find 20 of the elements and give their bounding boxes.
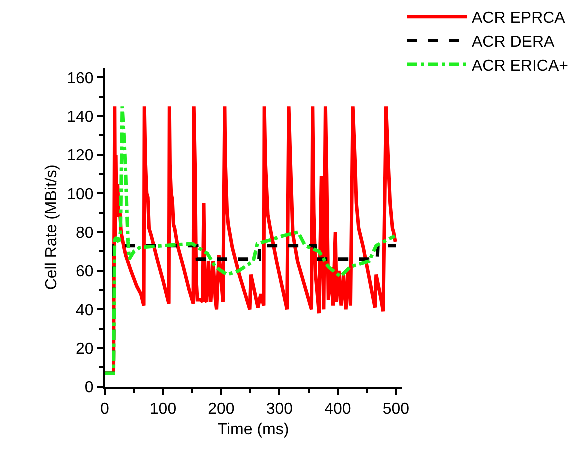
y-tick-label: 160: [67, 70, 94, 88]
y-tick-label: 80: [76, 224, 94, 242]
x-tick-label: 500: [382, 401, 410, 418]
legend-label: ACR ERICA+: [472, 58, 568, 75]
legend-label: ACR EPRCA: [472, 10, 566, 28]
y-tick-label: 0: [84, 380, 94, 397]
y-tick-label: 60: [76, 264, 94, 281]
x-tick-label: 300: [266, 401, 294, 418]
y-tick-label: 120: [67, 148, 94, 165]
y-axis-title: Cell Rate (MBit/s): [43, 164, 60, 290]
y-tick-label: 100: [67, 186, 94, 204]
x-tick-label: 100: [150, 401, 177, 418]
x-tick-label: 200: [208, 401, 235, 418]
y-tick-label: 40: [76, 302, 94, 320]
x-tick-label: 400: [324, 401, 352, 418]
x-axis-title: Time (ms): [218, 421, 290, 438]
y-tick-label: 140: [67, 108, 94, 126]
y-tick-label: 20: [76, 340, 94, 358]
legend-label: ACR DERA: [472, 34, 556, 51]
x-tick-label: 0: [100, 401, 110, 418]
